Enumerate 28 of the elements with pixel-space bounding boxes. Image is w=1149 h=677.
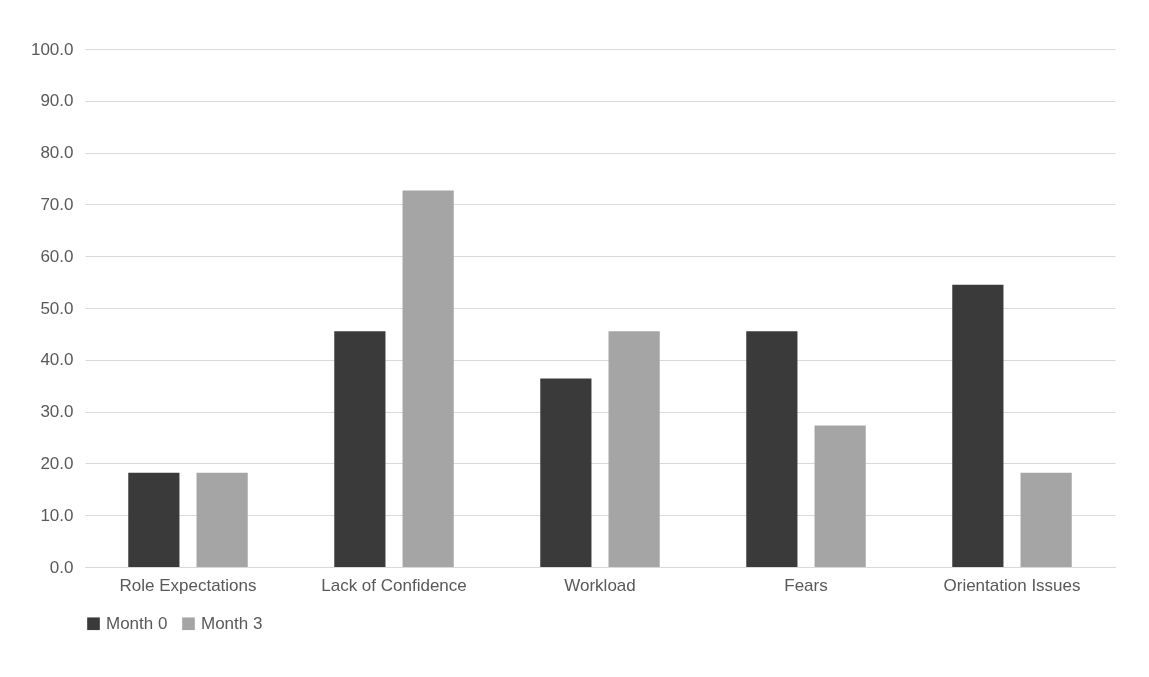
- bar: [402, 190, 454, 567]
- y-tick-label: 100.0: [30, 39, 74, 59]
- x-tick-label: Workload: [564, 575, 636, 595]
- y-tick-label: 50.0: [40, 298, 74, 318]
- bar: [814, 425, 866, 567]
- x-tick-label: Fears: [784, 575, 828, 595]
- bar: [196, 472, 248, 567]
- y-tick-label: 90.0: [40, 91, 74, 111]
- x-tick-label: Orientation Issues: [943, 575, 1081, 595]
- y-tick-label: 0.0: [49, 557, 74, 577]
- x-tick-label: Role Expectations: [119, 575, 257, 595]
- y-tick-label: 60.0: [40, 246, 74, 266]
- legend-label: Month 0: [106, 613, 168, 633]
- bar: [334, 331, 386, 567]
- bar: [540, 378, 592, 567]
- y-tick-label: 30.0: [40, 402, 74, 422]
- y-tick-label: 10.0: [40, 505, 74, 525]
- y-tick-label: 20.0: [40, 453, 74, 473]
- y-tick-label: 80.0: [40, 143, 74, 163]
- y-tick-label: 40.0: [40, 350, 74, 370]
- x-tick-label: Lack of Confidence: [321, 575, 467, 595]
- bar: [1020, 472, 1072, 567]
- legend-label: Month 3: [201, 613, 263, 633]
- bar: [608, 331, 660, 567]
- bar: [952, 284, 1004, 567]
- bar: [746, 331, 798, 567]
- bar: [128, 472, 180, 567]
- y-tick-label: 70.0: [40, 194, 74, 214]
